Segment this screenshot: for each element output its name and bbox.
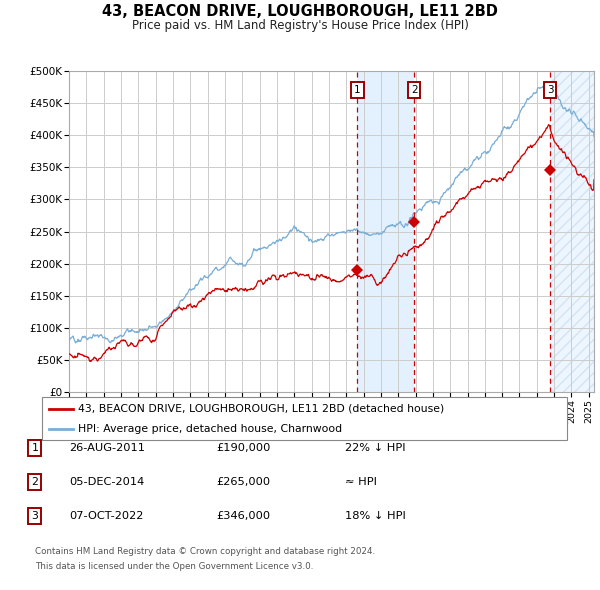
Text: 2: 2 xyxy=(411,85,418,95)
Text: ≈ HPI: ≈ HPI xyxy=(345,477,377,487)
Text: 3: 3 xyxy=(31,511,38,520)
Text: 18% ↓ HPI: 18% ↓ HPI xyxy=(345,511,406,520)
Text: HPI: Average price, detached house, Charnwood: HPI: Average price, detached house, Char… xyxy=(78,424,342,434)
Text: This data is licensed under the Open Government Licence v3.0.: This data is licensed under the Open Gov… xyxy=(35,562,313,571)
Text: 43, BEACON DRIVE, LOUGHBOROUGH, LE11 2BD (detached house): 43, BEACON DRIVE, LOUGHBOROUGH, LE11 2BD… xyxy=(78,404,444,414)
Text: 26-AUG-2011: 26-AUG-2011 xyxy=(69,444,145,453)
Bar xyxy=(550,71,594,392)
Text: Price paid vs. HM Land Registry's House Price Index (HPI): Price paid vs. HM Land Registry's House … xyxy=(131,19,469,32)
Text: 2: 2 xyxy=(31,477,38,487)
Text: 22% ↓ HPI: 22% ↓ HPI xyxy=(345,444,406,453)
Text: 07-OCT-2022: 07-OCT-2022 xyxy=(69,511,143,520)
Text: 1: 1 xyxy=(354,85,361,95)
Text: £265,000: £265,000 xyxy=(216,477,270,487)
Text: 1: 1 xyxy=(31,444,38,453)
Bar xyxy=(358,71,414,392)
Text: 05-DEC-2014: 05-DEC-2014 xyxy=(69,477,144,487)
Text: 3: 3 xyxy=(547,85,553,95)
Text: 43, BEACON DRIVE, LOUGHBOROUGH, LE11 2BD: 43, BEACON DRIVE, LOUGHBOROUGH, LE11 2BD xyxy=(102,4,498,19)
Text: £190,000: £190,000 xyxy=(216,444,271,453)
Text: Contains HM Land Registry data © Crown copyright and database right 2024.: Contains HM Land Registry data © Crown c… xyxy=(35,547,375,556)
Text: £346,000: £346,000 xyxy=(216,511,270,520)
